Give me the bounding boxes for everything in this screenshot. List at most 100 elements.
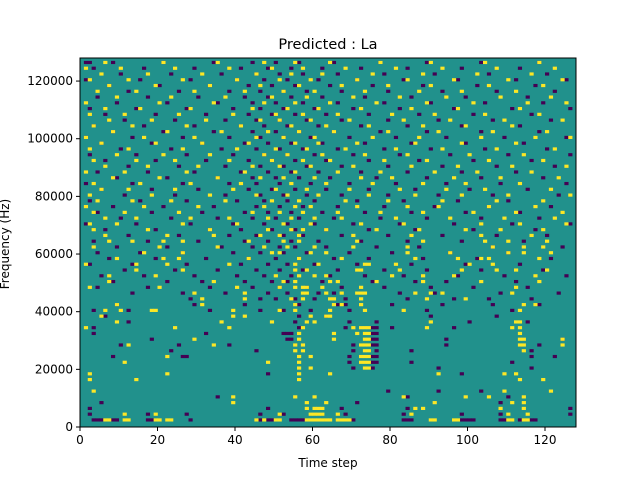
heatmap-cell-low [149,337,154,341]
heatmap-cell-high [467,262,472,266]
heatmap-cell-low [130,181,135,186]
heatmap-cell-low [180,354,185,359]
heatmap-cell-high [351,233,356,238]
heatmap-cell-low [273,60,278,65]
heatmap-cell-low [510,222,515,226]
heatmap-cell-high [440,199,445,203]
heatmap-cell-low [355,199,360,203]
heatmap-cell-low [269,279,275,284]
heatmap-cell-high [320,285,325,289]
heatmap-cell-high [277,78,282,82]
heatmap-cell-low [366,187,371,191]
heatmap-cell-low [111,418,116,422]
heatmap-cell-high [378,60,383,65]
heatmap-cell-high [409,233,414,238]
heatmap-cell-low [397,153,402,157]
heatmap-cell-low [138,251,143,255]
heatmap-cell-high [455,107,461,111]
heatmap-cell-high [541,158,546,163]
heatmap-cell-high [328,308,333,312]
heatmap-cell-low [254,349,259,353]
heatmap-cell-high [459,89,464,93]
heatmap-cell-low [285,291,290,295]
heatmap-cell-low [490,118,495,122]
heatmap-cell-low [142,274,147,278]
heatmap-cell-low [95,418,100,422]
heatmap-cell-low [459,418,464,422]
heatmap-cell-high [273,187,278,191]
heatmap-cell-low [289,95,294,99]
heatmap-cell-low [440,233,445,238]
heatmap-cell-high [432,401,437,405]
heatmap-cell-low [91,239,96,243]
heatmap-cell-low [343,303,348,307]
heatmap-cell-low [145,95,151,99]
heatmap-cell-high [514,285,519,289]
heatmap-cell-low [409,141,414,145]
heatmap-cell-low [455,274,461,278]
heatmap-cell-high [297,337,302,341]
heatmap-cell-low [130,291,135,295]
heatmap-cell-high [281,222,286,226]
heatmap-cell-high [514,372,519,376]
heatmap-cell-low [475,256,480,261]
heatmap-cell-high [277,285,282,289]
heatmap-cell-high [324,228,329,232]
heatmap-cell-high [428,83,433,88]
heatmap-cell-high [184,170,189,174]
heatmap-cell-high [91,181,96,186]
heatmap-cell-low [293,187,298,191]
heatmap-cell-high [308,412,313,416]
heatmap-cell-low [351,222,356,226]
heatmap-cell-high [490,130,495,134]
heatmap-cell-high [510,401,515,405]
heatmap-cell-high [145,164,151,168]
heatmap-cell-low [126,308,131,312]
heatmap-cell-high [138,181,143,186]
heatmap-cell-high [99,141,104,145]
heatmap-cell-high [235,78,240,82]
heatmap-cell-low [370,331,375,336]
heatmap-cell-low [153,256,158,261]
heatmap-cell-high [510,164,515,168]
heatmap-cell-high [324,251,329,255]
heatmap-cell-high [537,279,542,284]
heatmap-cell-high [157,245,162,249]
heatmap-cell-low [374,349,379,353]
heatmap-cell-high [87,147,92,151]
heatmap-cell-high [281,176,286,180]
heatmap-cell-low [273,297,278,301]
heatmap-cell-high [541,245,546,249]
heatmap-cell-high [417,228,422,232]
heatmap-cell-high [335,112,340,116]
heatmap-cell-high [180,251,185,255]
heatmap-cell-high [320,412,325,416]
y-tick-label: 0 [65,420,73,434]
heatmap-cell-low [463,418,468,422]
heatmap-cell-low [184,153,189,157]
heatmap-cell-low [483,101,488,105]
x-tick-label: 0 [76,433,84,447]
heatmap-cell-low [130,262,135,266]
heatmap-cell-low [227,181,232,186]
heatmap-cell-low [258,193,263,197]
heatmap-cell-high [293,303,298,307]
heatmap-cell-high [440,66,445,70]
heatmap-cell-low [347,251,352,255]
heatmap-cell-high [424,297,430,301]
heatmap-cell-high [227,158,232,163]
heatmap-cell-low [537,130,542,134]
heatmap-cell-low [564,274,569,278]
heatmap-cell-high [246,256,251,261]
heatmap-cell-high [541,199,546,203]
heatmap-cell-low [238,170,244,174]
heatmap-cell-high [157,285,162,289]
heatmap-cell-low [111,354,116,359]
heatmap-cell-low [289,239,294,243]
heatmap-cell-low [347,135,352,140]
heatmap-cell-low [219,147,224,151]
heatmap-cell-high [347,418,352,422]
heatmap-cell-high [211,101,216,105]
heatmap-cell-high [83,262,89,266]
heatmap-cell-low [494,164,499,168]
